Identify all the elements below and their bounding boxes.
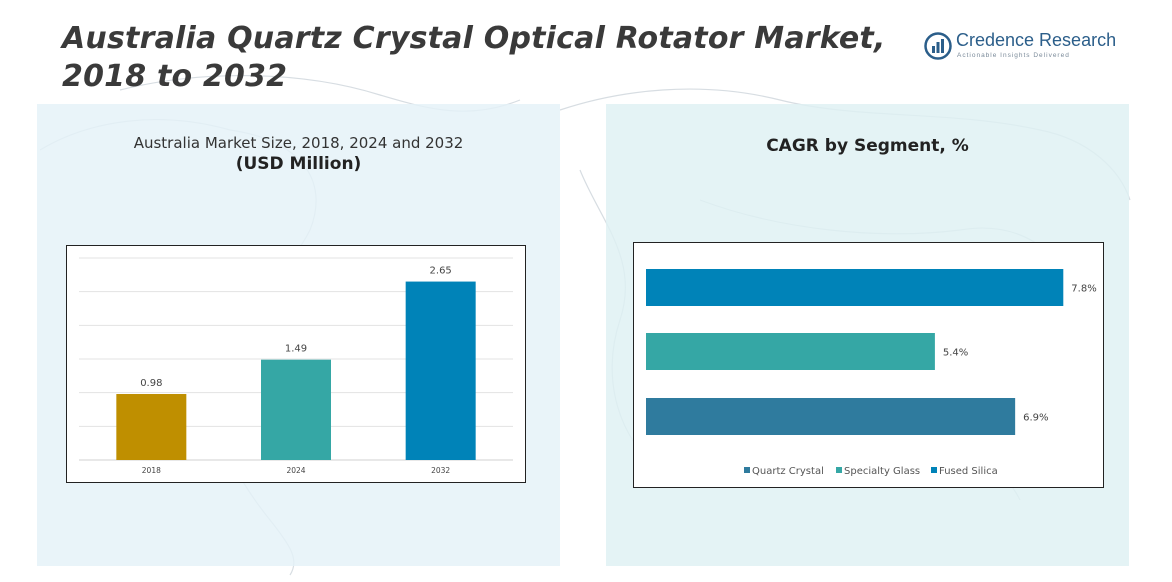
data-label-2024: 1.49 [285, 344, 307, 355]
logo-mark-icon [924, 32, 952, 60]
market-size-unit: (USD Million) [235, 154, 362, 174]
logo-tagline: Actionable Insights Delivered [957, 52, 1070, 59]
legend-swatch-specialty-glass [836, 467, 842, 473]
cagr-chart: 7.8% 5.4% 6.9% Quartz Crystal Specialty Gla… [633, 242, 1104, 488]
bar-2032 [405, 281, 476, 460]
cagr-title: CAGR by Segment, % [766, 136, 969, 156]
hbar-fused-silica [646, 269, 1064, 306]
cagr-label-specialty-glass: 5.4% [943, 348, 968, 359]
page-title: Australia Quartz Crystal Optical Rotator… [62, 21, 886, 94]
credence-research-logo: Credence Research Actionable Insights De… [924, 30, 1117, 70]
market-size-chart: 0.98 1.49 2.65 2018 2024 2032 [66, 245, 526, 483]
data-label-2032: 2.65 [430, 266, 452, 277]
legend-label-fused-silica: Fused Silica [939, 466, 998, 477]
legend-label-specialty-glass: Specialty Glass [844, 466, 920, 477]
legend-swatch-fused-silica [931, 467, 937, 473]
cagr-label-fused-silica: 7.8% [1071, 284, 1096, 295]
legend-swatch-quartz-crystal [744, 467, 750, 473]
cagr-label-quartz-crystal: 6.9% [1023, 413, 1048, 424]
x-tick-2018: 2018 [142, 466, 161, 475]
x-tick-2032: 2032 [431, 466, 450, 475]
bar-2024 [261, 359, 331, 460]
hbar-quartz-crystal [646, 398, 1016, 435]
market-size-subtitle: Australia Market Size, 2018, 2024 and 20… [133, 134, 464, 152]
bar-2018 [116, 394, 187, 460]
x-tick-2024: 2024 [286, 466, 305, 475]
legend-label-quartz-crystal: Quartz Crystal [752, 466, 824, 477]
data-label-2018: 0.98 [140, 378, 162, 389]
cagr-bar-chart: 7.8% 5.4% 6.9% Quartz Crystal Specialty Gla… [646, 269, 1097, 477]
hbar-specialty-glass [646, 333, 935, 370]
logo-name: Credence Research [956, 30, 1117, 50]
market-size-bar-chart: 0.98 1.49 2.65 2018 2024 2032 [79, 257, 513, 475]
